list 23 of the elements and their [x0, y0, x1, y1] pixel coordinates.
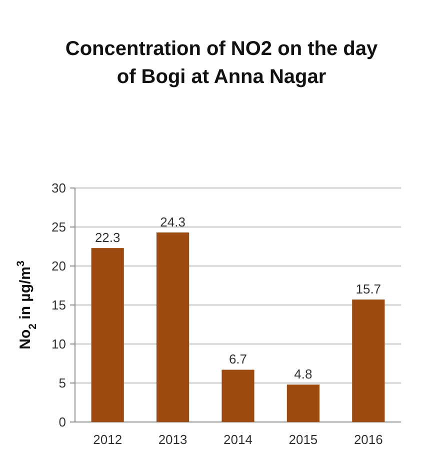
x-tick-label: 2012 [93, 432, 122, 447]
y-tick-label: 5 [58, 376, 66, 391]
y-tick-label: 15 [52, 298, 66, 313]
chart-title: Concentration of NO2 on the day of Bogi at Anna Nagar [65, 38, 378, 88]
data-label: 15.7 [356, 282, 382, 297]
y-tick-label: 20 [52, 258, 66, 274]
data-label: 22.3 [94, 230, 120, 246]
data-label: 4.8 [294, 366, 312, 382]
bar [222, 370, 254, 422]
bar [156, 232, 190, 422]
bar [91, 248, 124, 422]
data-label: 6.7 [228, 352, 248, 367]
bar [286, 384, 320, 422]
x-tick-label: 2015 [288, 432, 318, 447]
y-tick-label: 10 [52, 336, 66, 352]
y-tick-label: 25 [52, 220, 66, 235]
x-tick-label: 2013 [158, 432, 188, 447]
x-tick-label: 2014 [224, 432, 252, 447]
y-tick-label: 0 [58, 414, 66, 430]
x-tick-label: 2016 [354, 432, 383, 447]
data-label: 24.3 [160, 214, 186, 230]
y-tick-label: 30 [52, 180, 66, 196]
bar [352, 300, 385, 422]
